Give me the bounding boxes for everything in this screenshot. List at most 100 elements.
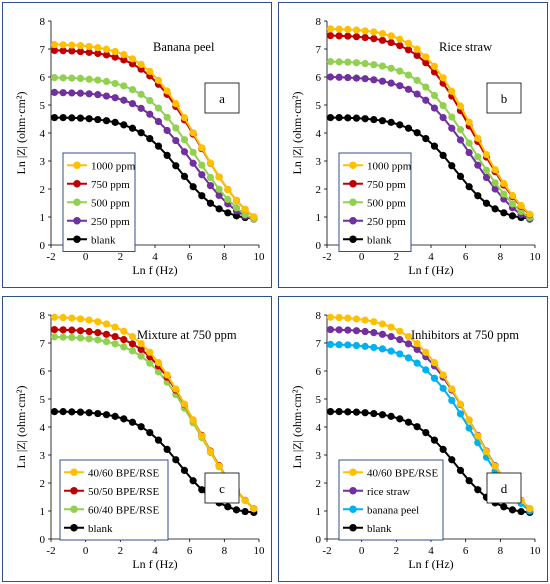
data-point — [68, 89, 76, 97]
data-point — [68, 47, 76, 55]
data-point — [50, 46, 59, 55]
data-point — [120, 327, 128, 335]
data-point — [387, 347, 395, 355]
data-point — [422, 135, 430, 143]
data-point — [198, 161, 206, 169]
data-point — [387, 332, 395, 341]
data-point — [448, 113, 456, 121]
panel-label-box — [204, 472, 240, 504]
data-point — [335, 114, 343, 122]
data-point — [508, 200, 517, 208]
x-tick-label: 10 — [254, 251, 266, 263]
data-point — [413, 339, 421, 348]
data-point — [76, 114, 85, 122]
y-tick-label: 6 — [40, 366, 46, 378]
data-point — [396, 67, 404, 75]
legend-label: blank — [91, 234, 116, 246]
data-point — [335, 326, 343, 334]
data-point — [120, 51, 128, 59]
data-point — [491, 462, 499, 470]
data-point — [215, 205, 223, 213]
data-point — [94, 318, 102, 326]
data-point — [335, 73, 343, 81]
x-tick-label: 2 — [394, 251, 400, 263]
data-point — [180, 400, 189, 408]
chart-panel-b: 0 1 2 3 4 5 6 7 8 -2 0 2 4 6 8 10 Ln f (Hz) Ln |Z| (ohm·c… — [278, 2, 548, 288]
data-point — [378, 411, 387, 419]
x-tick-label: 10 — [530, 251, 542, 263]
data-point — [430, 359, 439, 367]
x-axis-label: Ln f (Hz) — [408, 263, 453, 277]
data-point — [474, 134, 482, 142]
y-axis-label: Ln |Z| (ohm·cm²) — [290, 91, 304, 174]
y-tick-label: 6 — [316, 366, 322, 378]
data-point — [491, 185, 499, 193]
panel-label: d — [501, 481, 508, 496]
data-point — [206, 448, 215, 456]
chart-panel-c: 0 1 2 3 4 5 6 7 8 -2 0 2 4 6 8 10 Ln f (Hz) Ln |Z| (ohm·c… — [2, 296, 272, 582]
y-tick-label: 2 — [40, 184, 46, 196]
y-tick-label: 7 — [316, 44, 322, 56]
legend-marker — [73, 198, 81, 207]
data-point — [482, 199, 491, 207]
panel-label: a — [219, 91, 225, 106]
data-point — [111, 412, 119, 420]
data-point — [94, 115, 102, 124]
legend-label: 40/60 BPE/RSE — [88, 467, 159, 479]
data-point — [224, 185, 232, 194]
data-point — [413, 51, 421, 60]
data-point — [370, 76, 378, 84]
data-point — [198, 192, 206, 200]
data-point — [326, 408, 335, 416]
y-tick-label: 2 — [316, 478, 322, 490]
data-point — [172, 385, 180, 393]
data-point — [68, 114, 76, 122]
data-point — [404, 354, 413, 362]
x-tick-label: 4 — [428, 251, 434, 263]
x-tick-label: -2 — [46, 545, 55, 557]
data-point — [232, 204, 241, 212]
data-point — [154, 359, 163, 367]
legend-label: 500 ppm — [91, 197, 130, 209]
data-point — [465, 183, 473, 191]
data-point — [456, 410, 465, 418]
data-point — [128, 100, 137, 108]
data-point — [102, 330, 111, 338]
data-point — [326, 25, 335, 33]
data-point — [111, 53, 119, 61]
x-tick-label: 4 — [428, 545, 434, 557]
data-point — [206, 159, 215, 167]
data-point — [180, 466, 189, 474]
data-point — [370, 318, 378, 326]
legend-label: 750 ppm — [91, 179, 130, 191]
y-tick-label: 4 — [40, 422, 46, 434]
data-point — [180, 172, 189, 180]
data-point — [241, 497, 249, 505]
data-point — [526, 210, 534, 218]
legend-marker — [70, 468, 78, 477]
data-point — [172, 456, 180, 464]
legend-marker — [349, 198, 357, 207]
data-point — [352, 59, 361, 67]
data-point — [439, 384, 447, 392]
data-point — [465, 118, 473, 126]
y-tick-label: 1 — [316, 506, 322, 518]
data-point — [465, 139, 473, 147]
data-point — [85, 409, 93, 417]
data-point — [163, 371, 171, 379]
data-point — [396, 350, 404, 358]
data-point — [241, 507, 249, 516]
data-point — [448, 456, 456, 464]
data-point — [146, 67, 154, 75]
data-point — [413, 345, 421, 354]
legend-marker — [349, 161, 357, 170]
series-blank — [50, 114, 258, 222]
data-point — [430, 436, 439, 444]
data-point — [111, 94, 119, 102]
data-point — [68, 408, 76, 416]
data-point — [180, 114, 189, 122]
data-point — [137, 352, 145, 360]
data-point — [474, 486, 482, 494]
data-point — [206, 182, 215, 190]
data-point — [396, 35, 404, 43]
